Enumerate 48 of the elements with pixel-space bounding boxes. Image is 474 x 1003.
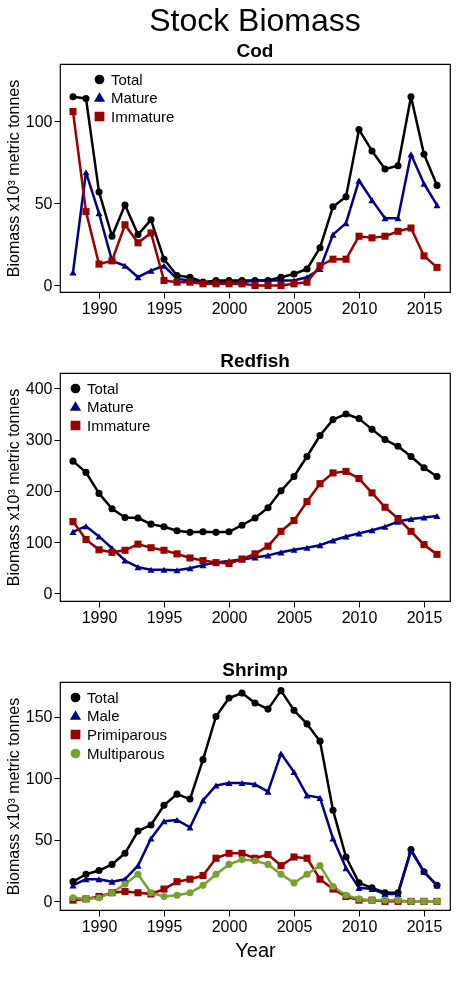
legend-label: Total <box>111 70 143 88</box>
x-tick-label: 2015 <box>406 299 443 317</box>
y-tick-label: 300 <box>25 431 53 449</box>
y-axis-title: Biomass x10³ metric tonnes <box>4 697 22 896</box>
x-tick-label: 1990 <box>81 917 118 935</box>
chart-subtitle: Cod <box>236 40 274 61</box>
x-tick-label: 1995 <box>146 917 183 935</box>
legend-label: Immature <box>111 107 175 125</box>
x-tick-label: 2005 <box>276 299 313 317</box>
legend-label: Total <box>87 688 119 706</box>
legend-label: Multiparous <box>87 744 165 762</box>
x-tick-label: 2015 <box>406 608 443 626</box>
x-tick-label: 1995 <box>146 608 183 626</box>
x-tick-label: 2005 <box>276 608 313 626</box>
legend-label: Immature <box>87 416 151 434</box>
x-tick-label: 1990 <box>81 608 118 626</box>
y-tick-label: 200 <box>25 482 53 500</box>
x-tick-label: 2010 <box>341 917 378 935</box>
chart-title: Stock Biomass <box>149 2 361 38</box>
y-tick-label: 400 <box>25 379 53 397</box>
x-axis-title: Year <box>235 938 277 961</box>
legend-label: Mature <box>111 88 158 106</box>
y-tick-label: 0 <box>43 276 53 294</box>
y-tick-label: 50 <box>34 831 53 849</box>
y-tick-label: 100 <box>25 769 53 787</box>
x-tick-label: 2015 <box>406 917 443 935</box>
legend-label: Male <box>87 706 120 724</box>
x-tick-label: 2010 <box>341 608 378 626</box>
y-tick-label: 150 <box>25 708 53 726</box>
x-tick-label: 2005 <box>276 917 313 935</box>
x-tick-label: 1990 <box>81 299 118 317</box>
y-axis-title: Biomass x10³ metric tonnes <box>4 79 22 278</box>
x-tick-label: 1995 <box>146 299 183 317</box>
chart-title: Redfish <box>220 350 290 371</box>
legend-label: Mature <box>87 397 134 415</box>
x-tick-label: 2000 <box>211 608 248 626</box>
y-tick-label: 100 <box>25 533 53 551</box>
y-tick-label: 100 <box>25 112 53 130</box>
y-tick-label: 50 <box>34 194 53 212</box>
x-tick-label: 2010 <box>341 299 378 317</box>
legend-label: Total <box>87 379 119 397</box>
y-tick-label: 0 <box>43 892 53 910</box>
legend-label: Primiparous <box>87 725 168 743</box>
y-tick-label: 0 <box>43 584 53 602</box>
y-axis-title: Biomass x10³ metric tonnes <box>4 388 22 587</box>
x-tick-label: 2000 <box>211 299 248 317</box>
chart-title: Shrimp <box>222 659 288 680</box>
x-tick-label: 2000 <box>211 917 248 935</box>
